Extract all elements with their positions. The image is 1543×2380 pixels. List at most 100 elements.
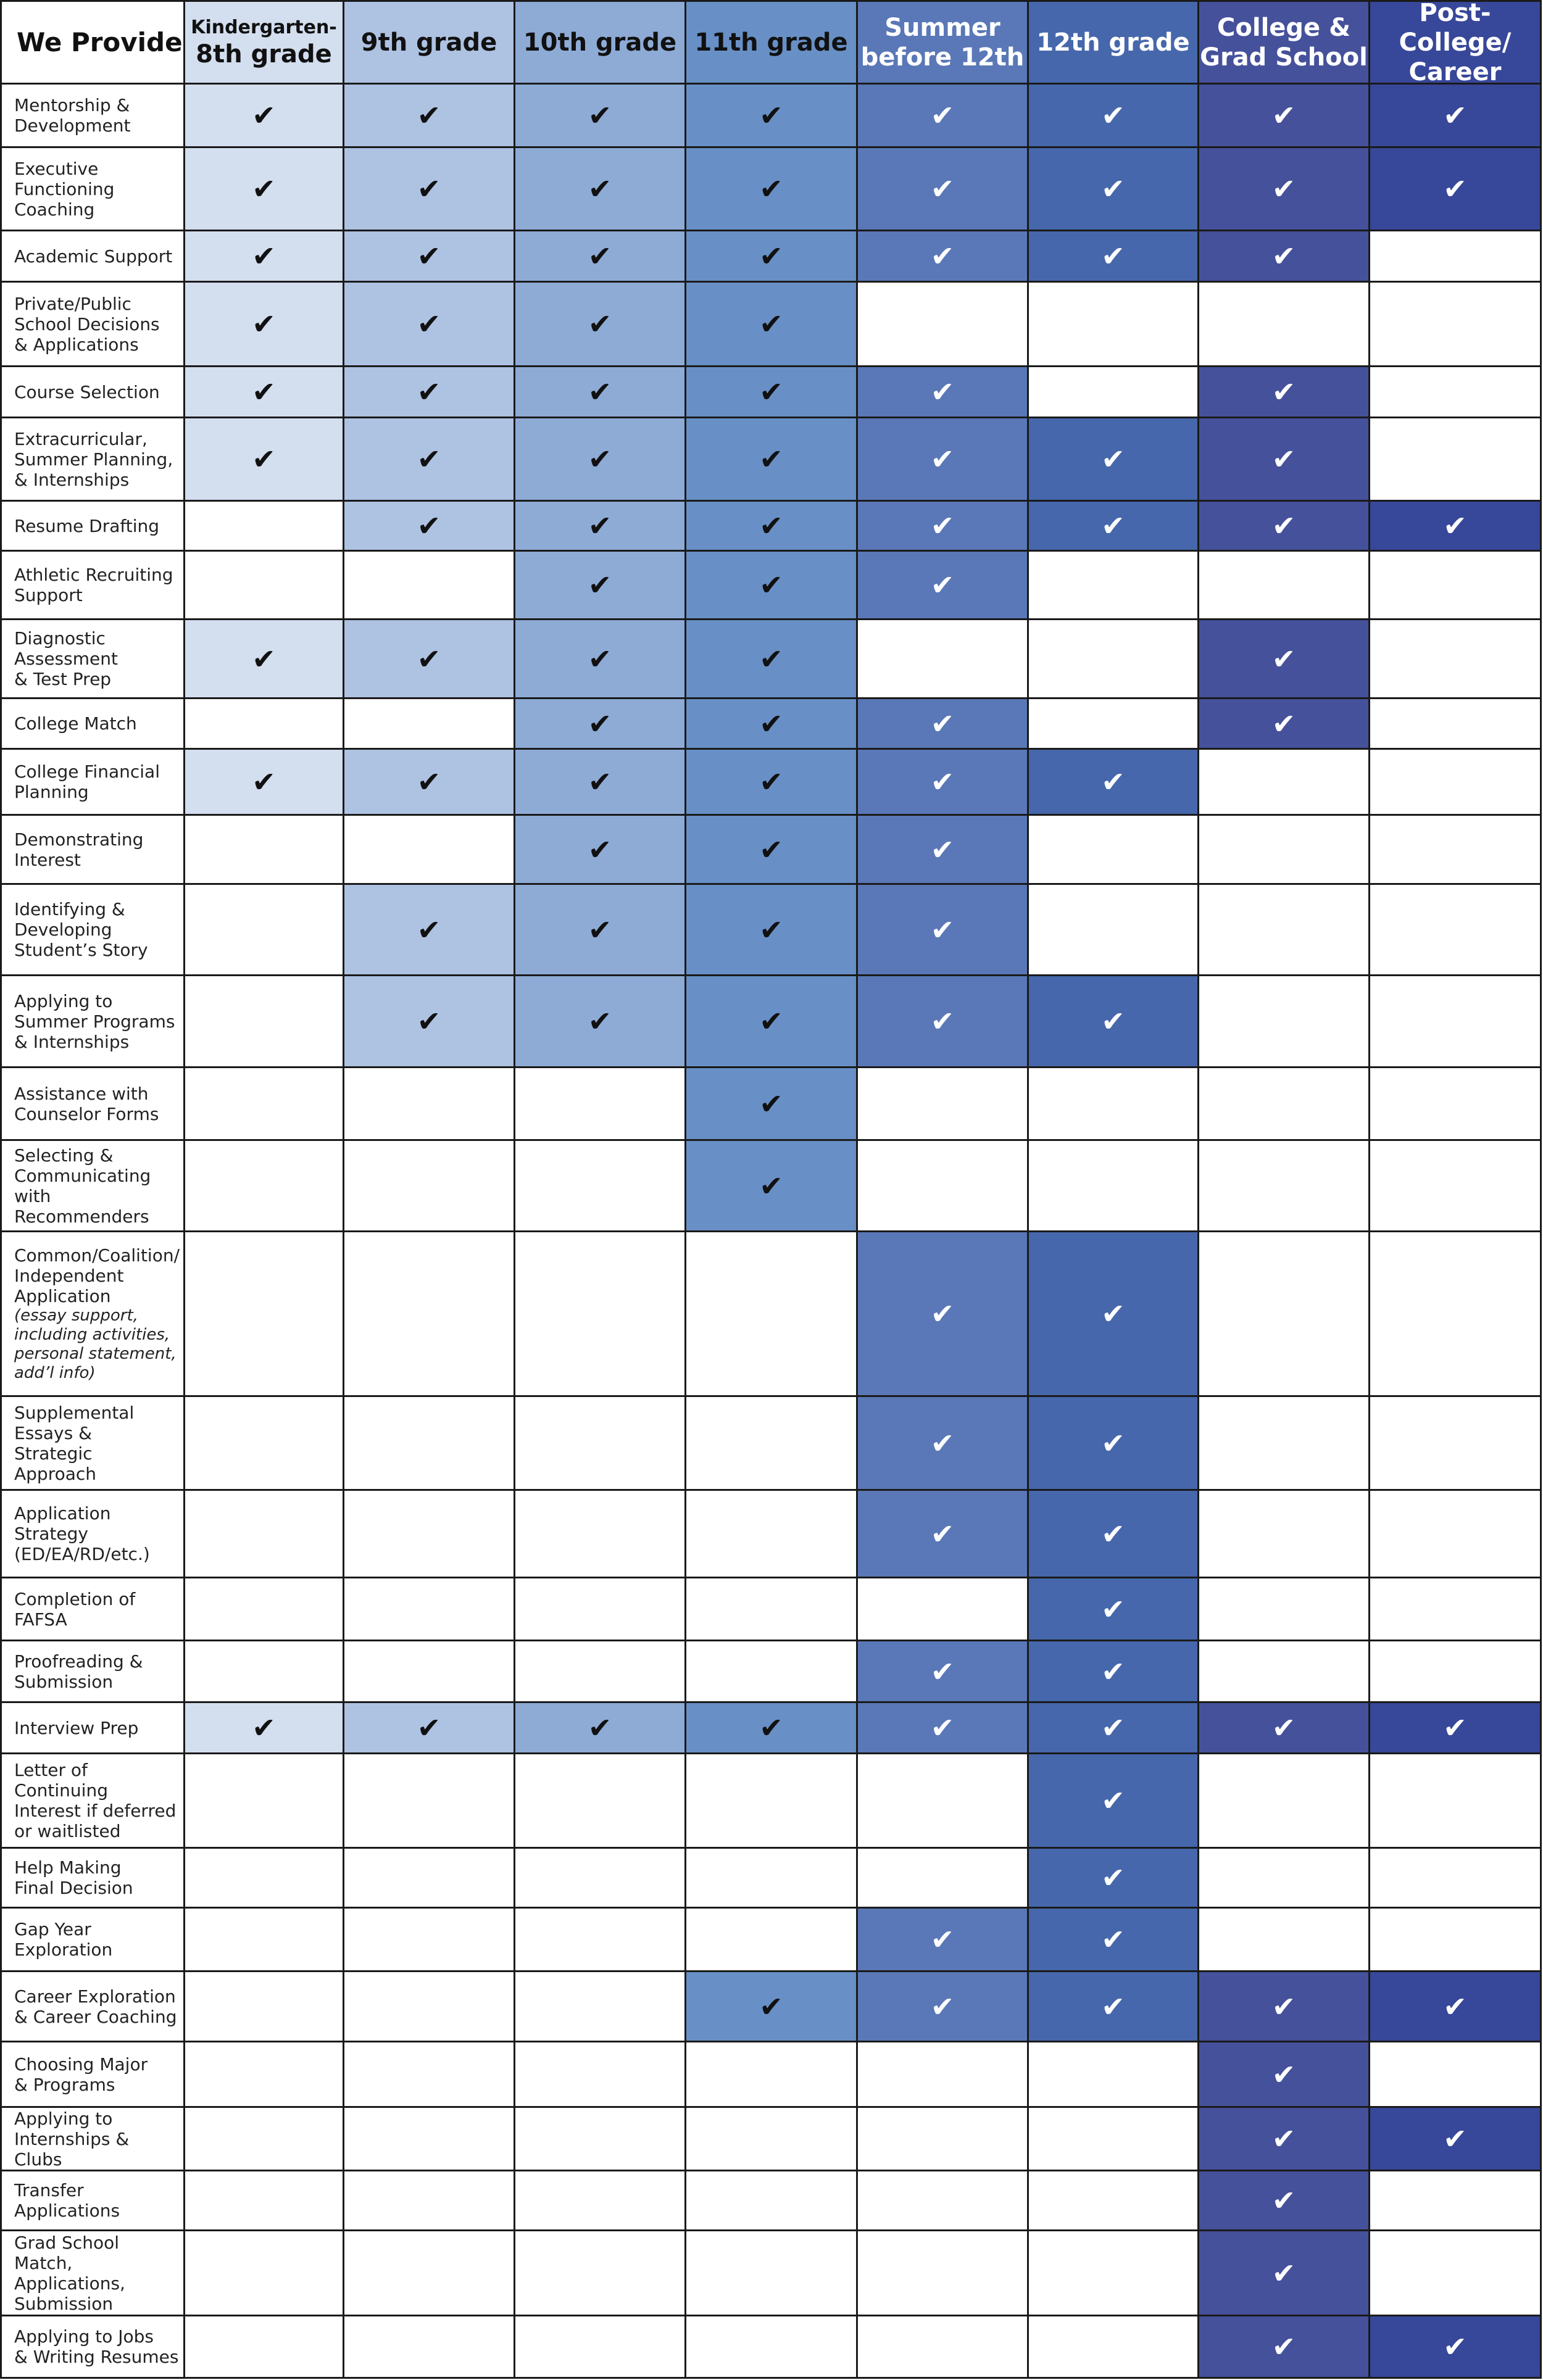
cell-g10 — [515, 2316, 686, 2379]
cell-summer: ✔ — [858, 1641, 1029, 1703]
check-icon: ✔ — [759, 442, 783, 476]
cell-college: ✔ — [1199, 85, 1370, 148]
cell-k8: ✔ — [185, 367, 344, 418]
row-label-cell: Resume Drafting — [0, 502, 185, 552]
cell-g12 — [1029, 2231, 1199, 2316]
check-icon: ✔ — [1101, 1923, 1125, 1956]
cell-g10 — [515, 2108, 686, 2171]
cell-college — [1199, 1754, 1370, 1849]
cell-k8 — [185, 1849, 344, 1909]
cell-g9 — [344, 1972, 515, 2042]
row-label: Course Selection — [14, 381, 160, 402]
cell-g11 — [686, 1397, 858, 1491]
check-icon: ✔ — [1101, 1989, 1125, 2023]
column-header-label: 9th grade — [360, 28, 497, 57]
cell-g12: ✔ — [1029, 1703, 1199, 1754]
cell-g10 — [515, 1578, 686, 1641]
check-icon: ✔ — [1101, 172, 1125, 205]
cell-g9 — [344, 1491, 515, 1578]
row-label: Assistance with Counselor Forms — [14, 1083, 159, 1124]
column-header-label: 11th grade — [694, 28, 848, 57]
cell-g10 — [515, 1972, 686, 2042]
cell-college — [1199, 1849, 1370, 1909]
cell-g10: ✔ — [515, 816, 686, 885]
cell-g12 — [1029, 816, 1199, 885]
check-icon: ✔ — [759, 509, 783, 542]
cell-college: ✔ — [1199, 418, 1370, 502]
cell-g9 — [344, 1397, 515, 1491]
row-label-cell: Interview Prep — [0, 1703, 185, 1754]
cell-k8 — [185, 1972, 344, 2042]
cell-summer: ✔ — [858, 502, 1029, 552]
cell-college — [1199, 1578, 1370, 1641]
cell-g11: ✔ — [686, 367, 858, 418]
cell-g11 — [686, 1849, 858, 1909]
cell-g11 — [686, 2042, 858, 2108]
cell-g11: ✔ — [686, 148, 858, 231]
row-label-cell: Extracurricular, Summer Planning, & Inte… — [0, 418, 185, 502]
column-header-college: College & Grad School — [1199, 0, 1370, 85]
cell-g11: ✔ — [686, 1703, 858, 1754]
check-icon: ✔ — [417, 642, 441, 676]
check-icon: ✔ — [1443, 2122, 1467, 2155]
cell-k8 — [185, 816, 344, 885]
check-icon: ✔ — [1271, 1989, 1296, 2023]
cell-k8: ✔ — [185, 231, 344, 283]
check-icon: ✔ — [1271, 1711, 1296, 1744]
row-label: Grad School Match, Applications, Submiss… — [14, 2232, 125, 2314]
cell-college — [1199, 816, 1370, 885]
check-icon: ✔ — [1101, 765, 1125, 798]
check-icon: ✔ — [759, 642, 783, 676]
cell-g9: ✔ — [344, 750, 515, 816]
cell-g12: ✔ — [1029, 1491, 1199, 1578]
cell-k8 — [185, 1754, 344, 1849]
cell-g9: ✔ — [344, 620, 515, 699]
cell-g12: ✔ — [1029, 1641, 1199, 1703]
cell-college: ✔ — [1199, 148, 1370, 231]
check-icon: ✔ — [1271, 172, 1296, 205]
row-label-cell: Applying to Summer Programs & Internship… — [0, 976, 185, 1068]
check-icon: ✔ — [417, 307, 441, 341]
row-label: Private/Public School Decisions & Applic… — [14, 293, 160, 355]
cell-g11: ✔ — [686, 976, 858, 1068]
cell-summer — [858, 620, 1029, 699]
cell-g10 — [515, 1754, 686, 1849]
check-icon: ✔ — [588, 913, 612, 947]
cell-g12: ✔ — [1029, 750, 1199, 816]
cell-summer — [858, 2316, 1029, 2379]
cell-career: ✔ — [1370, 2108, 1542, 2171]
cell-k8 — [185, 1491, 344, 1578]
check-icon: ✔ — [930, 832, 955, 866]
check-icon: ✔ — [252, 1711, 276, 1744]
cell-g10: ✔ — [515, 283, 686, 367]
cell-college — [1199, 1397, 1370, 1491]
check-icon: ✔ — [759, 1711, 783, 1744]
cell-summer — [858, 2231, 1029, 2316]
cell-career: ✔ — [1370, 1972, 1542, 2042]
row-label: Career Exploration & Career Coaching — [14, 1986, 177, 2027]
cell-g12: ✔ — [1029, 1909, 1199, 1972]
check-icon: ✔ — [1101, 509, 1125, 542]
check-icon: ✔ — [1101, 1654, 1125, 1688]
check-icon: ✔ — [417, 442, 441, 476]
check-icon: ✔ — [252, 642, 276, 676]
cell-g11: ✔ — [686, 418, 858, 502]
cell-g11: ✔ — [686, 85, 858, 148]
check-icon: ✔ — [930, 172, 955, 205]
check-icon: ✔ — [1271, 99, 1296, 132]
cell-summer — [858, 1754, 1029, 1849]
check-icon: ✔ — [588, 375, 612, 408]
check-icon: ✔ — [1443, 2330, 1467, 2363]
check-icon: ✔ — [588, 509, 612, 542]
column-header-label: Post-College/ Career — [1399, 0, 1512, 86]
cell-g9 — [344, 1849, 515, 1909]
cell-g10 — [515, 1909, 686, 1972]
cell-college: ✔ — [1199, 2231, 1370, 2316]
row-label-cell: Grad School Match, Applications, Submiss… — [0, 2231, 185, 2316]
row-label: Demonstrating Interest — [14, 829, 144, 870]
cell-k8 — [185, 1068, 344, 1141]
row-label-cell: Selecting & Communicating with Recommend… — [0, 1141, 185, 1232]
cell-g11 — [686, 2316, 858, 2379]
row-label-cell: Executive Functioning Coaching — [0, 148, 185, 231]
cell-career: ✔ — [1370, 502, 1542, 552]
